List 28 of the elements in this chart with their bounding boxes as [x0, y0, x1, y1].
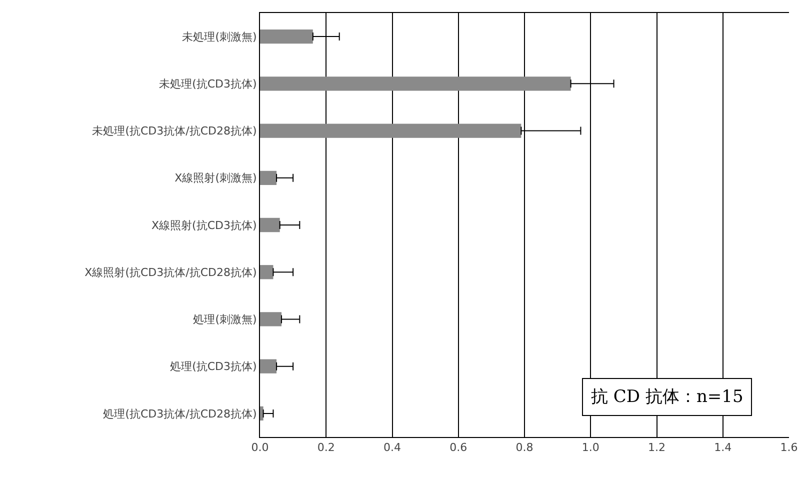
- y-tick-label: X線照射(抗CD3抗体): [152, 218, 257, 232]
- bar: [260, 359, 277, 374]
- x-tick-label: 1.4: [714, 441, 732, 454]
- bar: [260, 218, 280, 232]
- y-tick-label: 未処理(抗CD3抗体/抗CD28抗体): [92, 124, 257, 138]
- x-tick-label: 0.2: [317, 441, 335, 454]
- bar: [260, 406, 264, 421]
- x-tick-label: 0.8: [516, 441, 534, 454]
- x-tick-label: 1.6: [780, 441, 798, 454]
- x-tick-label: 0.4: [384, 441, 401, 454]
- y-tick-label: 未処理(刺激無): [182, 30, 257, 44]
- bar: [260, 170, 277, 185]
- y-tick-label: X線照射(抗CD3抗体/抗CD28抗体): [84, 266, 257, 279]
- bar: [260, 265, 274, 280]
- y-tick-label: 未処理(抗CD3抗体): [159, 78, 257, 91]
- x-tick-label: 0.6: [450, 441, 468, 454]
- bar: [260, 29, 313, 44]
- annotation: 抗 CD 抗体：n=15: [591, 387, 744, 407]
- bar: [260, 76, 571, 91]
- bar: [260, 312, 282, 326]
- y-tick-label: X線照射(刺激無): [174, 172, 257, 185]
- x-tick-label: 1.2: [648, 441, 666, 454]
- y-tick-label: 処理(抗CD3抗体): [170, 360, 257, 374]
- bar: [260, 124, 522, 138]
- y-tick-label: 処理(刺激無): [193, 313, 257, 326]
- x-tick-label: 0.0: [251, 441, 269, 454]
- y-tick-label: 処理(抗CD3抗体/抗CD28抗体): [103, 407, 257, 420]
- x-tick-label: 1.0: [582, 441, 600, 454]
